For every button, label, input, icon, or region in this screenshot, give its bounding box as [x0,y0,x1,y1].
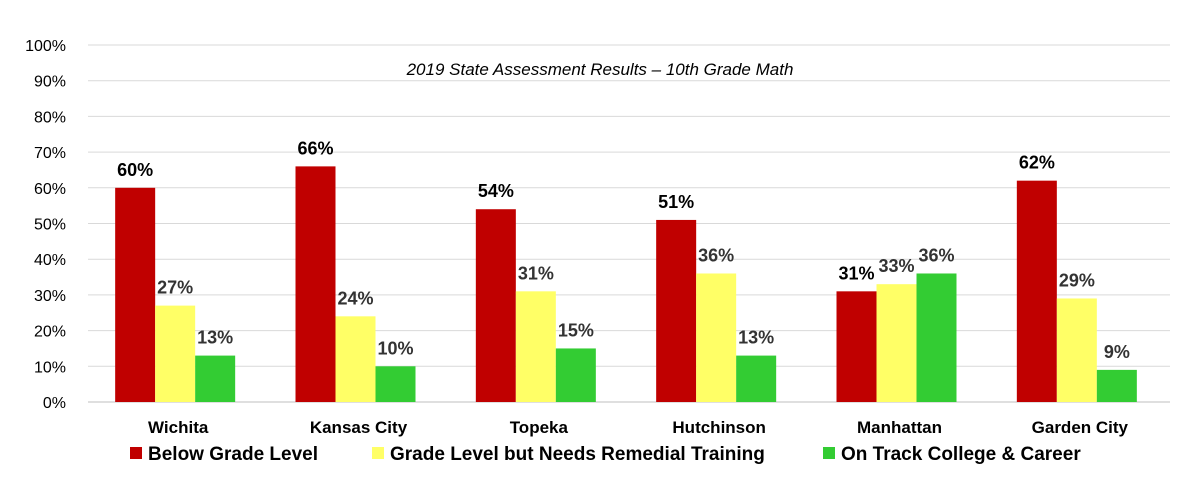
bar [736,355,777,402]
bar [656,219,697,402]
data-label: 13% [738,328,774,348]
data-label: 13% [197,328,233,348]
bar [295,166,336,402]
data-label: 33% [878,256,914,276]
data-label: 31% [518,263,554,283]
bar [195,355,236,402]
category-label: Kansas City [310,418,408,437]
gridlines [88,44,1170,403]
data-label: 36% [698,245,734,265]
legend-label: Grade Level but Needs Remedial Training [390,444,765,465]
data-label: 66% [297,138,333,158]
legend-swatch [130,447,142,459]
bar [1016,180,1057,402]
bar [696,273,737,402]
category-label: Manhattan [857,418,942,437]
data-label: 54% [478,181,514,201]
data-label: 9% [1104,342,1130,362]
data-labels: 60%27%13%66%24%10%54%31%15%51%36%13%31% 3… [117,138,1130,361]
y-tick-label: 50% [34,217,66,234]
data-label: 24% [337,288,373,308]
bar [1056,298,1097,402]
y-tick-label: 90% [34,74,66,91]
category-label: Hutchinson [672,418,766,437]
bar [876,284,917,402]
chart-title: 2019 State Assessment Results – 10th Gra… [406,60,794,79]
category-label: Topeka [510,418,569,437]
bar [555,348,596,402]
bar [375,366,416,402]
data-label: 62% [1019,153,1055,173]
data-label: 51% [658,192,694,212]
data-label: 60% [117,160,153,180]
bar [155,305,196,402]
legend-label: Below Grade Level [148,444,318,465]
y-tick-label: 60% [34,181,66,198]
data-label: 10% [377,338,413,358]
data-label: 31% [838,263,874,283]
bar [335,316,376,402]
y-tick-label: 70% [34,145,66,162]
y-tick-label: 10% [34,359,66,376]
legend-label: On Track College & Career [841,444,1081,465]
y-tick-label: 0% [43,395,66,412]
data-label: 15% [558,320,594,340]
y-tick-label: 40% [34,252,66,269]
y-tick-label: 30% [34,288,66,305]
y-tick-label: 100% [25,38,66,55]
y-axis-ticks: 0% 10% 20% 30% 40% 50% 60% 70% 80% 90% 100% [25,38,66,412]
data-label: 29% [1059,270,1095,290]
legend: Below Grade Level Grade Level but Needs R… [130,444,1081,465]
bar [475,209,516,402]
bar [836,291,877,402]
category-label: Garden City [1032,418,1129,437]
y-tick-label: 80% [34,109,66,126]
data-label: 36% [918,245,954,265]
bar [115,187,156,402]
bar [1096,369,1137,402]
legend-swatch [372,447,384,459]
y-tick-label: 20% [34,324,66,341]
bar [515,291,556,402]
bars [115,166,1137,402]
legend-swatch [823,447,835,459]
data-label: 27% [157,278,193,298]
category-label: Wichita [148,418,209,437]
bar [916,273,957,402]
x-axis-categories: Wichita Kansas City Topeka Hutchinson Manhat… [148,418,1129,437]
